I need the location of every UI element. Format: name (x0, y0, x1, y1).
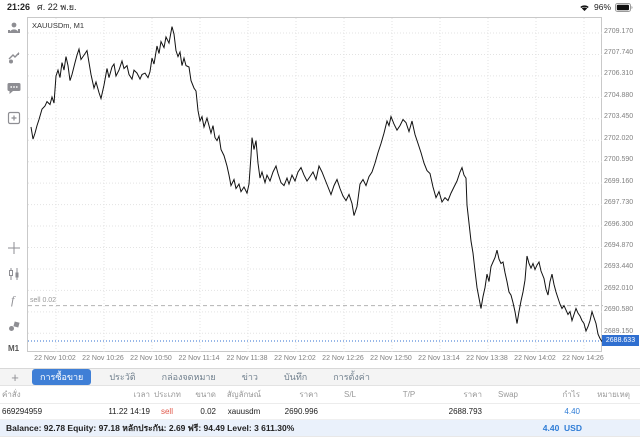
price-tick: 2702.020 (604, 134, 634, 142)
account-icon[interactable] (6, 20, 22, 36)
chart-side-toolbar: f M1 (0, 14, 27, 368)
col-header-9: Swap (497, 390, 518, 399)
col-header-2: ประเภท (154, 390, 181, 399)
col-header-7: T/P (402, 390, 416, 399)
open-position-label[interactable]: sell 0.02 (30, 296, 57, 304)
bottom-tab-bar: + การซื้อขาย ประวัติ กล่องจดหมาย ข่าว บันทึก… (0, 368, 640, 386)
price-tick: 2699.160 (604, 177, 634, 185)
new-window-icon[interactable] (6, 110, 22, 126)
price-tick: 2697.730 (604, 199, 634, 207)
price-line-chart (28, 18, 603, 353)
wifi-icon (579, 3, 590, 12)
price-tick: 2700.590 (604, 156, 634, 164)
col-header-0: คำสั่ง (2, 390, 21, 399)
time-tick: 22 Nov 12:26 (322, 355, 364, 362)
col-header-10: กำไร (562, 390, 580, 399)
cell-2[interactable]: sell (160, 407, 173, 416)
status-bar: 21:26 ศ. 22 พ.ย. 96% (0, 0, 640, 14)
price-tick: 2694.870 (604, 242, 634, 249)
bottom-safe-area (0, 436, 640, 447)
price-tick: 2689.150 (604, 327, 634, 335)
timeframe-button[interactable]: M1 (7, 344, 20, 353)
cell-4[interactable]: xauusdm (227, 407, 261, 416)
cell-3[interactable]: 0.02 (200, 407, 216, 416)
indicators-icon[interactable]: f (6, 292, 22, 308)
messages-icon[interactable] (6, 80, 22, 96)
tab-5[interactable]: การตั้งค่า (333, 372, 370, 382)
battery-percent: 96% (593, 2, 611, 12)
chart-type-icon[interactable] (6, 266, 22, 282)
status-date: ศ. 22 พ.ย. (37, 2, 77, 12)
time-tick: 22 Nov 14:02 (514, 355, 556, 362)
cell-8[interactable]: 2688.793 (448, 407, 482, 416)
price-tick: 2693.440 (604, 263, 634, 271)
price-tick: 2692.010 (604, 284, 634, 292)
time-tick: 22 Nov 12:02 (274, 355, 316, 362)
price-tick: 2707.740 (604, 48, 634, 56)
tab-0[interactable]: การซื้อขาย (32, 369, 92, 385)
price-tick: 2704.880 (604, 91, 634, 99)
svg-text:f: f (11, 293, 16, 307)
price-tick: 2709.170 (604, 27, 634, 35)
cell-10[interactable]: 4.40 (564, 407, 580, 416)
cell-1[interactable]: 11.22 14:19 (108, 407, 150, 416)
open-position-row[interactable]: 669294959 11.22 14:19 sell 0.02 xauusdm 2690.… (0, 404, 640, 420)
time-tick: 22 Nov 13:38 (466, 355, 508, 362)
time-tick: 22 Nov 12:50 (370, 355, 412, 362)
time-tick: 22 Nov 10:26 (82, 355, 124, 362)
current-price-tag: 2688.633 (602, 334, 639, 346)
price-tick: 2690.580 (604, 306, 634, 314)
col-header-6: S/L (343, 390, 356, 399)
chart-plot[interactable]: XAUUSDm, M1 sell 0.02 (27, 17, 603, 353)
add-order-button[interactable]: + (11, 369, 19, 385)
cell-0[interactable]: 669294959 (2, 407, 43, 416)
col-header-11: หมายเหตุ (597, 390, 630, 399)
price-axis: 2688.633 2709.170 2707.740 2706.310 2704.88… (602, 17, 640, 352)
chart-symbol-label: XAUUSDm, M1 (32, 21, 85, 30)
tab-1[interactable]: ประวัติ (109, 372, 136, 382)
time-tick: 22 Nov 10:02 (34, 355, 76, 362)
time-tick: 22 Nov 14:26 (562, 355, 604, 362)
cell-5[interactable]: 2690.996 (284, 407, 318, 416)
total-profit: 4.40 USD (542, 423, 582, 433)
time-tick: 22 Nov 11:38 (226, 355, 268, 362)
price-alert-icon[interactable] (6, 50, 22, 66)
battery-icon (615, 2, 633, 12)
tab-4[interactable]: บันทึก (283, 372, 308, 382)
crosshair-icon[interactable] (6, 240, 22, 256)
clock: 21:26 (7, 2, 31, 12)
account-summary-text: Balance: 92.78 Equity: 97.18 หลักประกัน:… (6, 423, 295, 433)
price-tick: 2706.310 (604, 70, 634, 78)
time-tick: 22 Nov 10:50 (130, 355, 172, 362)
time-tick: 22 Nov 11:14 (178, 355, 220, 362)
price-tick: 2696.300 (604, 220, 634, 228)
tab-3[interactable]: ข่าว (241, 372, 258, 382)
trade-table-header: คำสั่ง เวลา ประเภท ขนาด สัญลักษณ์ ราคา S/L T/P ร… (0, 386, 640, 404)
time-axis: 22 Nov 10:02 22 Nov 10:26 22 Nov 10:50 22 N… (27, 353, 604, 366)
col-header-3: ขนาด (195, 390, 216, 399)
account-summary-bar: Balance: 92.78 Equity: 97.18 หลักประกัน:… (0, 420, 640, 436)
time-tick: 22 Nov 13:14 (418, 355, 460, 362)
price-tick: 2703.450 (604, 113, 634, 121)
col-header-4: สัญลักษณ์ (226, 390, 262, 399)
col-header-1: เวลา (133, 390, 150, 399)
col-header-5: ราคา (299, 390, 318, 399)
tab-2[interactable]: กล่องจดหมาย (161, 372, 216, 382)
objects-icon[interactable] (6, 318, 22, 334)
col-header-8: ราคา (463, 390, 482, 399)
